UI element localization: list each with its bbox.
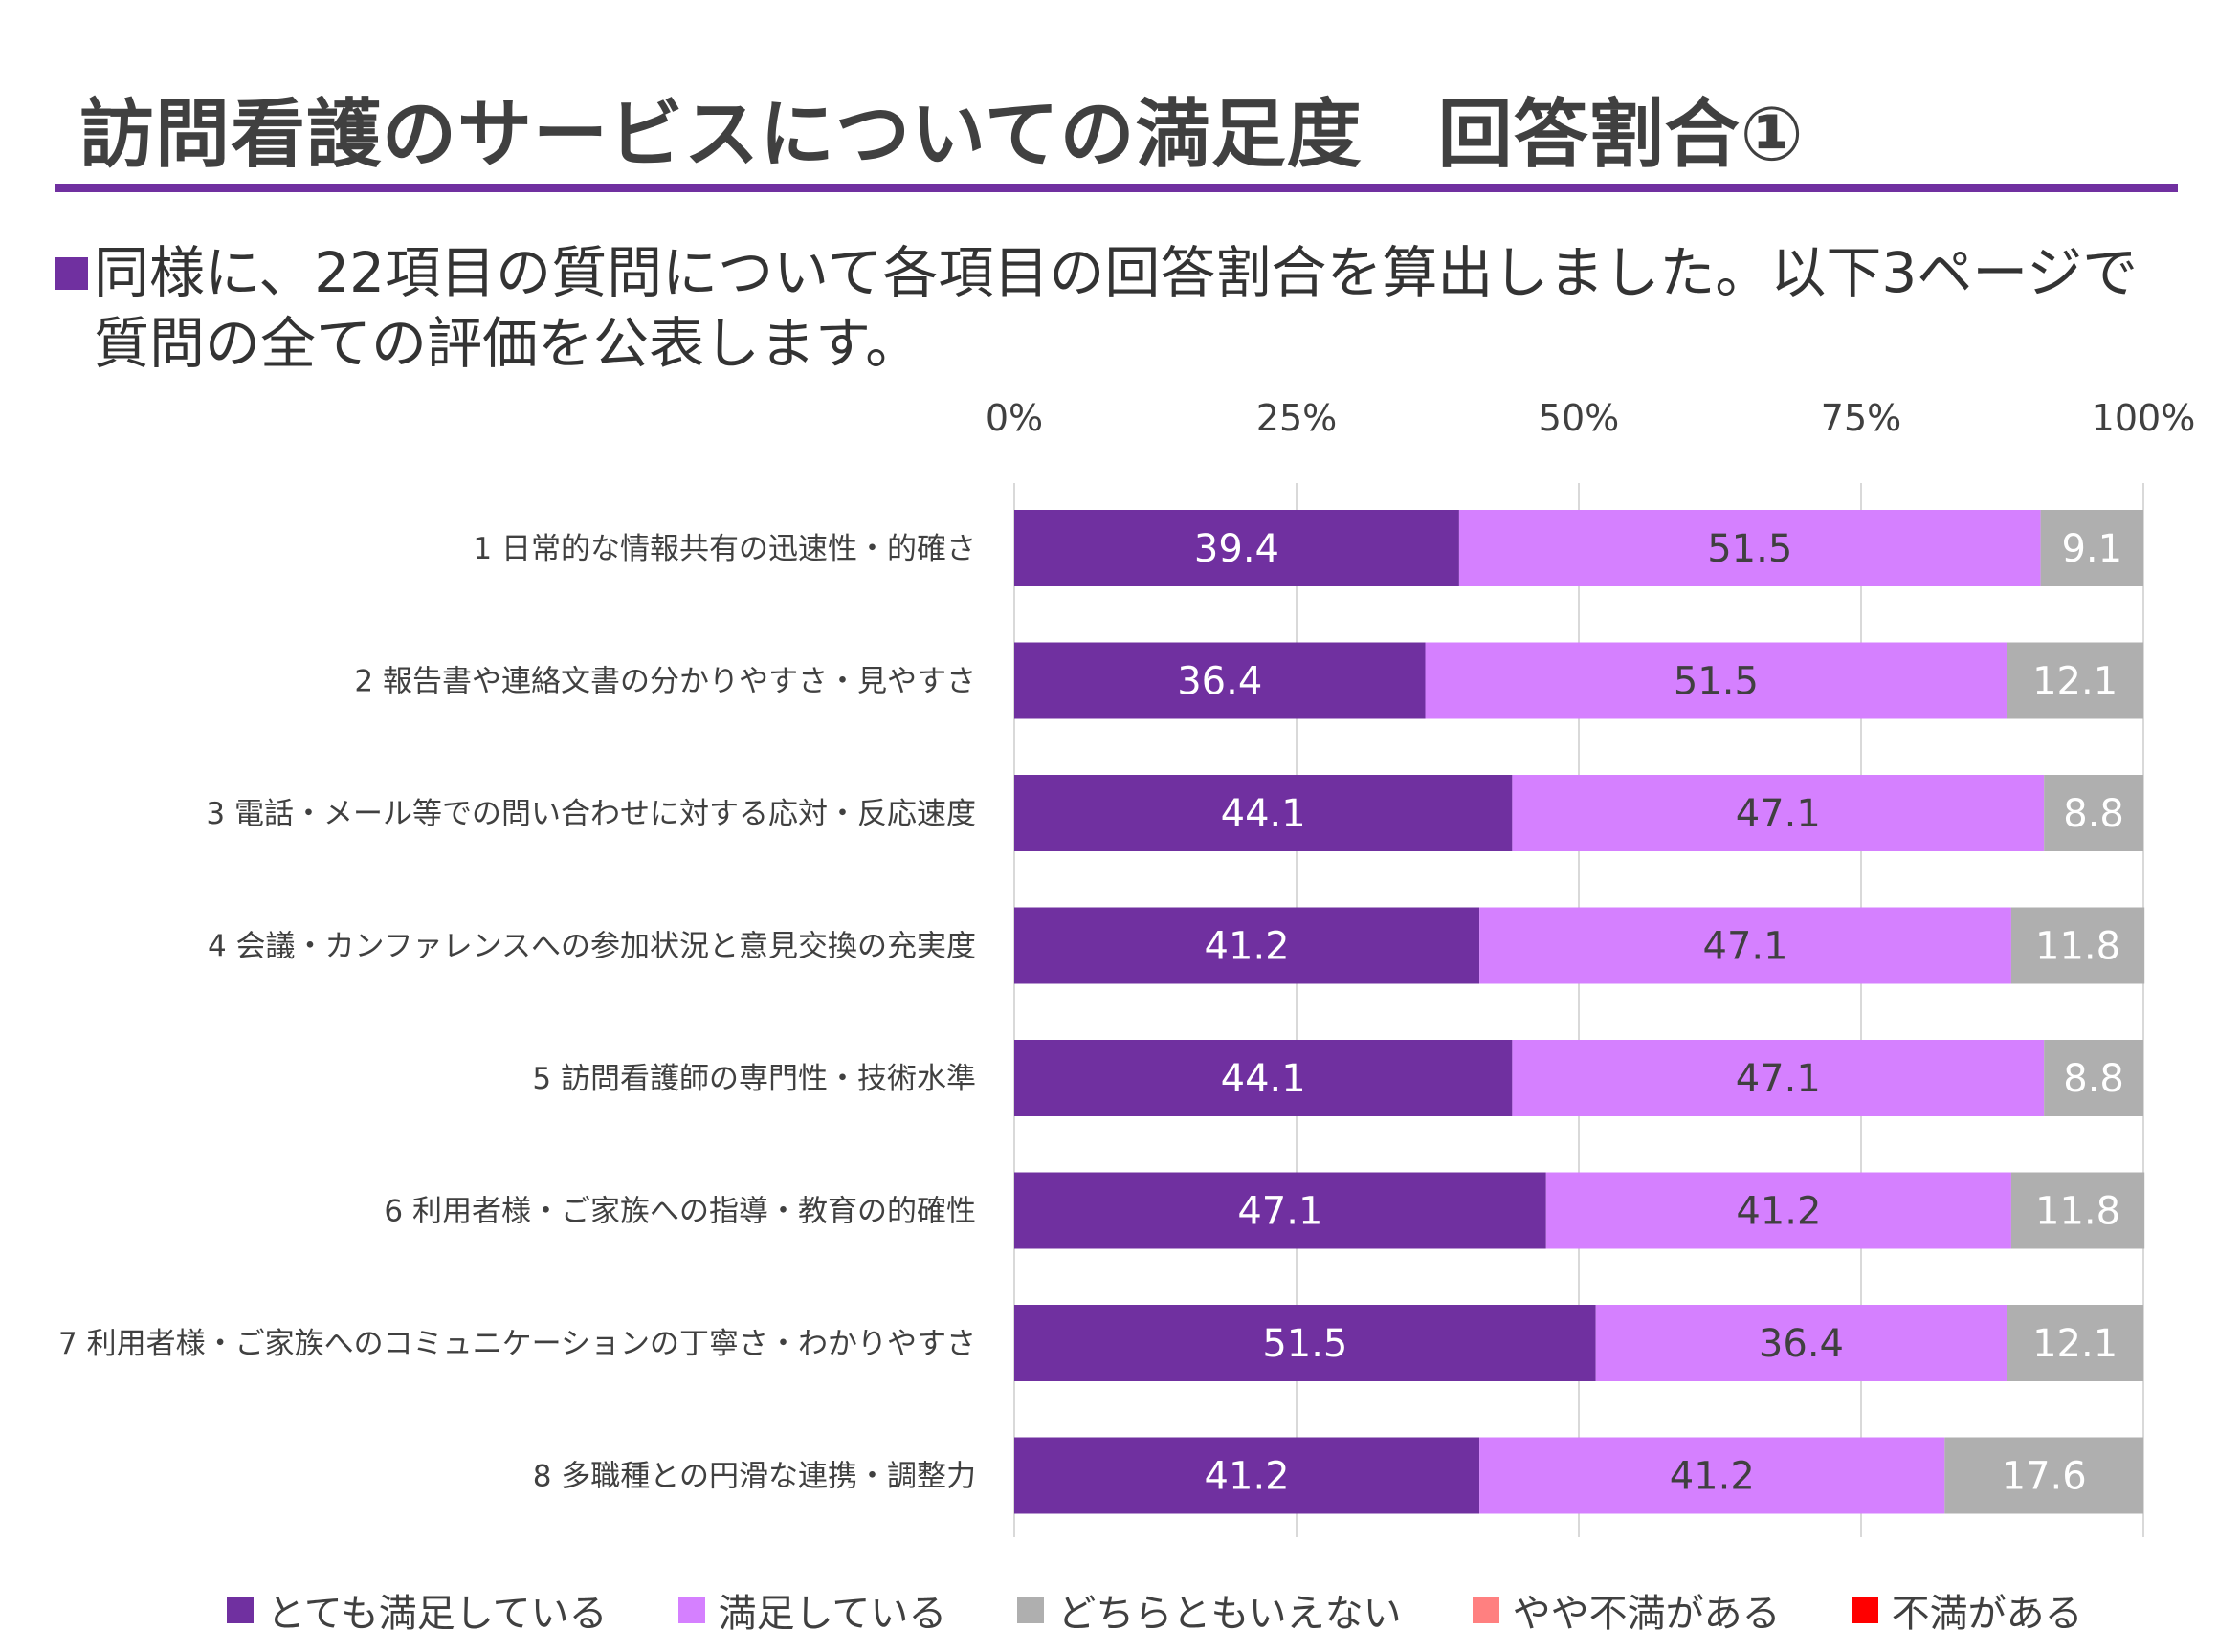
category-label: 6 利用者様・ご家族への指導・教育の的確性 (384, 1195, 976, 1229)
category-label: 7 利用者様・ご家族へのコミュニケーションの丁寧さ・わかりやすさ (58, 1327, 976, 1361)
bar-segment-s1-c4 (1014, 907, 1480, 984)
intro-text: 同様に、22項目の質問について各項目の回答割合を算出しました。以下3ページで 質… (55, 237, 2199, 379)
page-title: 訪問看護のサービスについての満足度 回答割合① (79, 92, 1805, 178)
data-label: 36.4 (1177, 660, 1262, 704)
legend-swatch (1851, 1597, 1878, 1623)
data-label: 44.1 (1221, 1057, 1306, 1101)
data-label: 11.8 (2035, 1190, 2120, 1234)
bar-segment-s1-c2 (1014, 642, 1426, 719)
data-label: 11.8 (2035, 925, 2120, 969)
category-label: 5 訪問看護師の専門性・技術水準 (532, 1062, 976, 1096)
bar-segment-s1-c3 (1014, 775, 1513, 851)
x-tick-label: 50% (1539, 397, 1619, 439)
data-label: 51.5 (1707, 527, 1792, 571)
intro-line-1-text: 同様に、22項目の質問について各項目の回答割合を算出しました。以下3ページで (94, 240, 2139, 305)
intro-line-1: 同様に、22項目の質問について各項目の回答割合を算出しました。以下3ページで (55, 237, 2199, 308)
legend-swatch (227, 1597, 254, 1623)
data-label: 47.1 (1237, 1190, 1322, 1234)
bar-segment-s3-c6 (2010, 1172, 2145, 1249)
stacked-bar-chart: 0% 25% 50% 75% 100% 1 日常的な情報共有の迅速性・的確さ 2 報告書や… (58, 397, 2195, 1537)
data-label: 12.1 (2032, 1322, 2118, 1366)
data-label: 44.1 (1221, 792, 1306, 836)
category-label: 3 電話・メール等での問い合わせに対する応対・反応速度 (206, 797, 976, 831)
category-label: 4 会議・カンファレンスへの参加状況と意見交換の充実度 (208, 930, 976, 964)
data-label: 41.2 (1205, 925, 1290, 969)
bar-segment-s2-c7 (1595, 1305, 2007, 1381)
legend-label: どちらともいえない (1057, 1592, 1402, 1636)
legend-swatch (677, 1597, 705, 1623)
bar-segment-s1-c8 (1014, 1437, 1480, 1514)
data-label: 8.8 (2063, 792, 2124, 836)
bar-segment-s3-c2 (2007, 642, 2143, 719)
title-underline (55, 184, 2178, 192)
legend-item: どちらともいえない (1017, 1582, 1402, 1638)
bar-segment-s2-c3 (1512, 775, 2045, 851)
x-tick-label: 25% (1256, 397, 1337, 439)
data-label: 47.1 (1736, 792, 1821, 836)
bar-segment-s2-c4 (1479, 907, 2011, 984)
legend-item: やや不満がある (1472, 1582, 1781, 1638)
bars: 39.4 51.5 9.1 36.4 51.5 12.1 44.1 47.1 8.8 41.2 47… (1014, 510, 2145, 1514)
category-label: 1 日常的な情報共有の迅速性・的確さ (473, 532, 976, 566)
legend-item: とても満足している (227, 1582, 608, 1638)
category-label: 8 多職種との円滑な連携・調整力 (533, 1460, 976, 1494)
bar-segment-s2-c6 (1545, 1172, 2011, 1249)
data-label: 41.2 (1205, 1455, 1290, 1499)
bar-segment-s2-c8 (1479, 1437, 1945, 1514)
bar-segment-s3-c3 (2044, 775, 2143, 851)
data-label: 51.5 (1262, 1322, 1347, 1366)
bar-segment-s3-c8 (1944, 1437, 2143, 1514)
legend-label: やや不満がある (1512, 1592, 1781, 1636)
bar-segment-s3-c4 (2010, 907, 2145, 984)
legend: とても満足している 満足している どちらともいえない やや不満がある 不満がある (227, 1583, 2154, 1637)
data-label: 39.4 (1194, 527, 1279, 571)
bullet-square-icon (55, 257, 88, 290)
data-label: 36.4 (1759, 1322, 1844, 1366)
data-label: 12.1 (2032, 660, 2118, 704)
x-tick-label: 0% (986, 397, 1043, 439)
bar-segment-s3-c5 (2044, 1040, 2143, 1116)
bar-segment-s1-c5 (1014, 1040, 1513, 1116)
bar-segment-s2-c2 (1425, 642, 2007, 719)
x-tick-label: 100% (2092, 397, 2196, 439)
data-label: 47.1 (1736, 1057, 1821, 1101)
category-label: 2 報告書や連絡文書の分かりやすさ・見やすさ (354, 665, 976, 699)
legend-swatch (1017, 1597, 1045, 1623)
legend-label: 不満がある (1891, 1592, 2083, 1636)
legend-label: とても満足している (267, 1592, 608, 1636)
data-label: 17.6 (2002, 1455, 2087, 1499)
legend-swatch (1472, 1597, 1499, 1623)
data-label: 47.1 (1703, 925, 1788, 969)
data-label: 8.8 (2063, 1057, 2124, 1101)
bar-segment-s1-c1 (1014, 510, 1459, 586)
bar-segment-s2-c1 (1458, 510, 2041, 586)
legend-item: 満足している (677, 1582, 947, 1638)
category-labels: 1 日常的な情報共有の迅速性・的確さ 2 報告書や連絡文書の分かりやすさ・見やすさ… (58, 532, 976, 1494)
x-axis-ticks: 0% 25% 50% 75% 100% (986, 397, 2195, 439)
bar-segment-s2-c5 (1512, 1040, 2045, 1116)
x-tick-label: 75% (1821, 397, 1901, 439)
bar-segment-s3-c1 (2040, 510, 2143, 586)
legend-label: 満足している (718, 1592, 947, 1636)
data-label: 41.2 (1736, 1190, 1821, 1234)
bar-segment-s3-c7 (2007, 1305, 2143, 1381)
data-label: 51.5 (1674, 660, 1759, 704)
intro-line-2: 質問の全ての評価を公表します。 (94, 311, 921, 376)
data-label: 9.1 (2061, 527, 2122, 571)
bar-segment-s1-c7 (1014, 1305, 1596, 1381)
data-label: 41.2 (1670, 1455, 1755, 1499)
bar-segment-s1-c6 (1014, 1172, 1546, 1249)
legend-item: 不満がある (1851, 1582, 2083, 1638)
